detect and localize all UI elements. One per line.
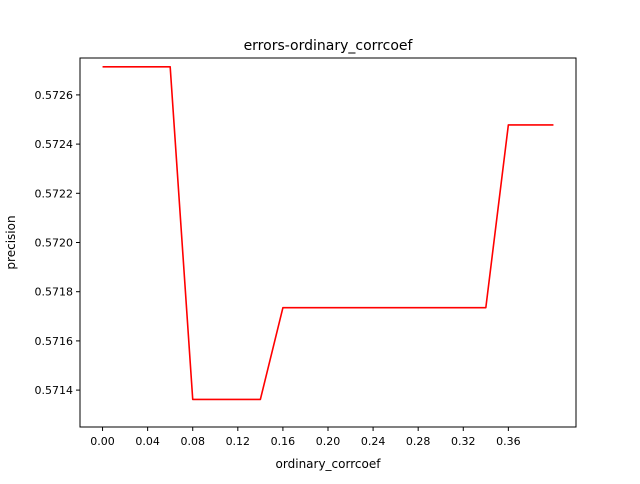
x-tick-label: 0.00 (90, 435, 115, 448)
y-tick-label: 0.5724 (35, 138, 74, 151)
chart-title: errors-ordinary_corrcoef (244, 38, 414, 54)
x-axis-label: ordinary_corrcoef (276, 457, 382, 471)
x-tick-label: 0.32 (451, 435, 476, 448)
x-tick-label: 0.12 (226, 435, 251, 448)
y-tick-label: 0.5718 (35, 286, 74, 299)
y-axis: 0.5714 0.5716 0.5718 0.5720 0.5722 0.5724 0.57… (35, 89, 80, 397)
y-tick-label: 0.5720 (35, 237, 74, 250)
y-tick-label: 0.5726 (35, 89, 74, 102)
x-tick-label: 0.16 (271, 435, 296, 448)
x-tick-label: 0.08 (180, 435, 205, 448)
x-axis: 0.00 0.04 0.08 0.12 0.16 0.20 0.24 0.28 0.32 0.36 (90, 427, 521, 448)
x-tick-label: 0.04 (135, 435, 160, 448)
plot-layer (102, 66, 554, 401)
x-tick-label: 0.36 (496, 435, 521, 448)
x-tick-label: 0.20 (316, 435, 341, 448)
x-tick-label: 0.28 (406, 435, 431, 448)
x-tick-label: 0.24 (361, 435, 386, 448)
series-line-0 (102, 66, 554, 401)
y-tick-label: 0.5722 (35, 187, 74, 200)
y-tick-label: 0.5714 (35, 384, 74, 397)
y-axis-label: precision (4, 215, 18, 269)
y-tick-label: 0.5716 (35, 335, 74, 348)
